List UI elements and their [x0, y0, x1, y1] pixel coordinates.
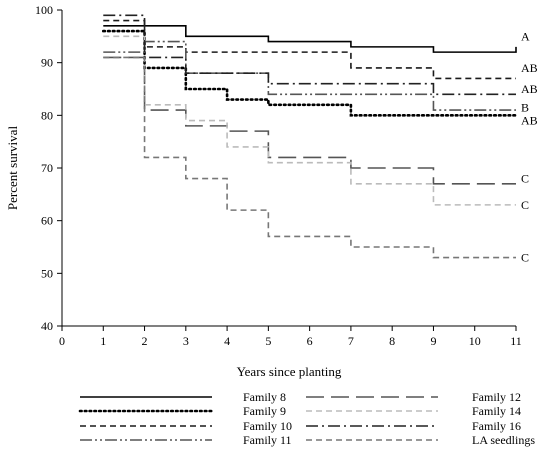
legend-label: Family 11 — [243, 433, 292, 447]
group-letter: C — [521, 198, 529, 212]
legend-label: Family 16 — [472, 419, 521, 433]
x-tick-label: 3 — [183, 334, 189, 348]
x-tick-label: 6 — [307, 334, 313, 348]
x-tick-label: 10 — [469, 334, 481, 348]
x-tick-label: 9 — [430, 334, 436, 348]
y-tick-label: 60 — [41, 214, 53, 228]
legend-label: LA seedlings — [472, 433, 535, 447]
y-tick-label: 70 — [41, 161, 53, 175]
x-ticks: 0 1 2 3 4 5 6 7 8 9 10 11 — [59, 326, 522, 348]
legend-label: Family 10 — [243, 419, 292, 433]
series-line-family-10 — [103, 19, 516, 80]
legend-label: Family 12 — [472, 390, 521, 404]
group-letter: C — [521, 251, 529, 265]
group-letter: AB — [521, 61, 538, 75]
x-tick-label: 11 — [510, 334, 522, 348]
group-letter: A — [521, 29, 530, 43]
series-line-family-12 — [103, 56, 516, 185]
x-tick-label: 1 — [100, 334, 106, 348]
x-tick-label: 0 — [59, 334, 65, 348]
x-axis-label: Years since planting — [237, 364, 342, 379]
series-line-family-14 — [103, 35, 516, 206]
legend-label: Family 9 — [243, 404, 286, 418]
legend-label: Family 14 — [472, 404, 521, 418]
group-letter: C — [521, 172, 529, 186]
series-line-family-16 — [103, 14, 516, 96]
series-line-family-8 — [103, 25, 517, 53]
y-tick-label: 40 — [41, 319, 53, 333]
x-tick-label: 2 — [142, 334, 148, 348]
series-lines — [101, 14, 518, 259]
x-tick-label: 8 — [389, 334, 395, 348]
legend-label: Family 8 — [243, 390, 286, 404]
y-axis-label: Percent survival — [5, 126, 20, 211]
y-tick-label: 80 — [41, 108, 53, 122]
y-tick-label: 90 — [41, 56, 53, 70]
x-tick-label: 7 — [348, 334, 354, 348]
group-letter: AB — [521, 82, 538, 96]
group-letter: B — [521, 100, 529, 114]
series-line-family-9 — [101, 29, 518, 117]
y-ticks: 40 50 60 70 80 90 100 — [35, 3, 62, 333]
x-tick-label: 5 — [265, 334, 271, 348]
group-letter: AB — [521, 114, 538, 128]
y-tick-label: 100 — [35, 3, 53, 17]
x-tick-label: 4 — [224, 334, 230, 348]
y-tick-label: 50 — [41, 266, 53, 280]
